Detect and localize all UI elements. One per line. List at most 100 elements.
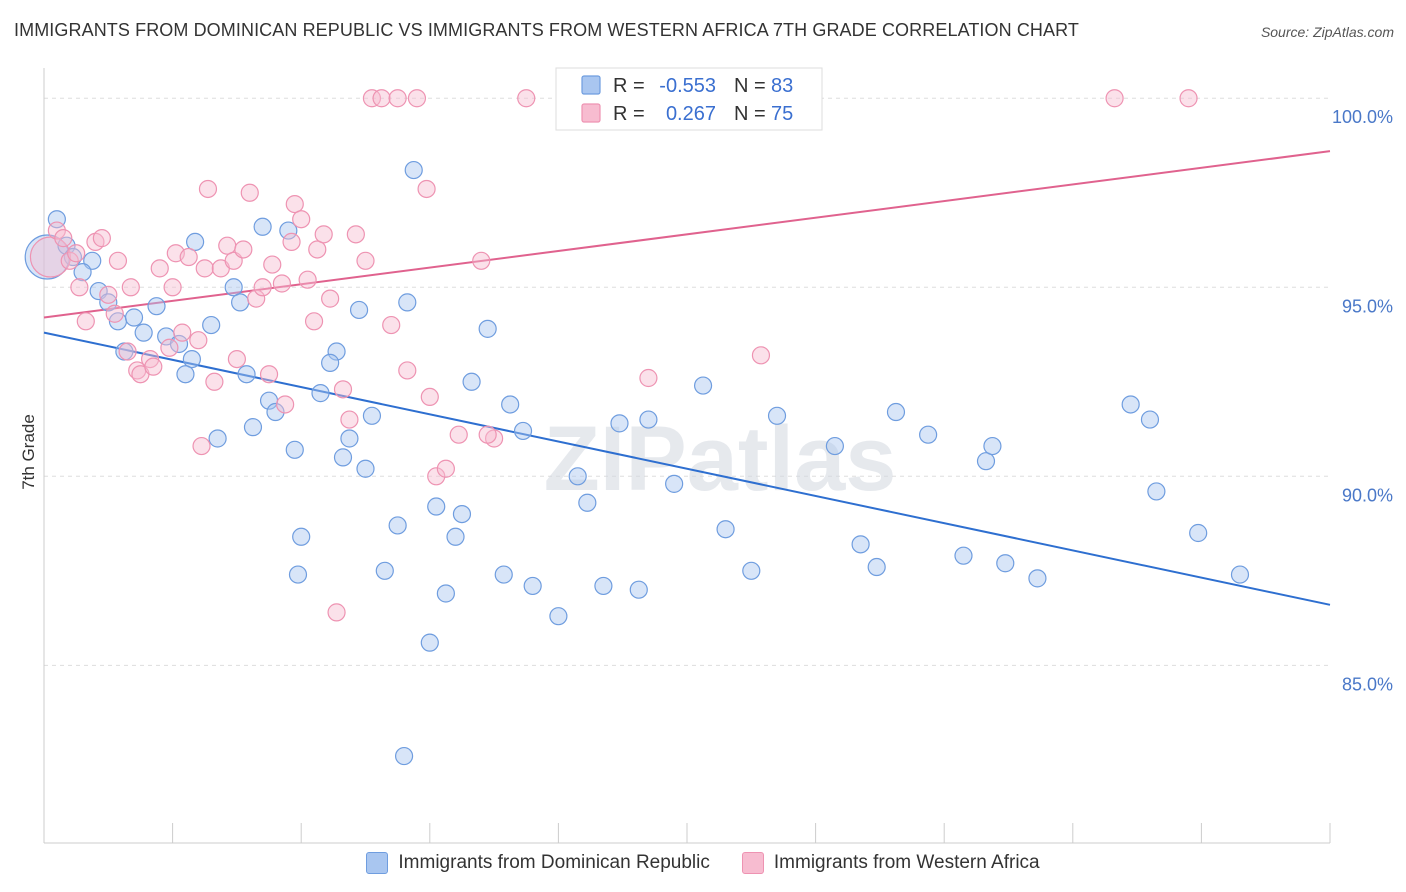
- point-blue-27: [279, 221, 298, 240]
- point-pink-5: [70, 278, 89, 297]
- point-pink-6: [76, 312, 95, 331]
- y-tick-label-0: 85.0%: [1342, 674, 1393, 694]
- point-blue-40: [388, 516, 407, 535]
- point-pink-39: [272, 274, 292, 293]
- point-blue-26: [208, 429, 227, 448]
- point-blue-24: [266, 402, 285, 422]
- point-blue-16: [176, 365, 195, 384]
- point-pink-25: [192, 436, 211, 456]
- point-blue-67: [825, 436, 844, 456]
- gridlines: [44, 97, 1330, 666]
- point-pink-48: [321, 289, 340, 308]
- point-pink-56: [382, 315, 401, 335]
- trend-line-blue: [43, 331, 1331, 606]
- point-blue-52: [501, 395, 520, 414]
- point-blue-15: [182, 349, 201, 369]
- trend-lines: [43, 150, 1331, 606]
- point-blue-68: [851, 535, 870, 554]
- point-pink-64: [449, 425, 468, 444]
- point-blue-19: [224, 278, 243, 297]
- point-blue-50: [478, 319, 497, 338]
- point-blue-58: [594, 576, 613, 596]
- point-blue-78: [1140, 410, 1160, 429]
- point-pink-18: [150, 259, 169, 278]
- point-pink-40: [276, 395, 295, 414]
- point-blue-46: [436, 584, 455, 603]
- legend-n-value-pink: 75: [771, 103, 793, 125]
- point-blue-10: [134, 323, 153, 342]
- point-blue-47: [446, 527, 465, 546]
- point-pink-61: [420, 387, 439, 407]
- point-pink-9: [99, 285, 118, 304]
- point-blue-72: [954, 546, 973, 565]
- point-blue-75: [996, 554, 1015, 573]
- point-blue-43: [394, 746, 414, 766]
- point-blue-48: [452, 504, 472, 524]
- point-pink-19: [160, 338, 179, 357]
- point-pink-0: [29, 236, 72, 278]
- point-blue-18: [186, 232, 205, 252]
- point-pink-22: [173, 323, 192, 342]
- point-blue-65: [742, 561, 761, 580]
- point-pink-49: [327, 603, 346, 622]
- point-blue-71: [919, 425, 938, 444]
- point-blue-77: [1121, 395, 1140, 414]
- legend-n-value-blue: 83: [771, 75, 793, 97]
- point-blue-38: [362, 406, 382, 425]
- legend-item-dominican: Immigrants from Dominican Republic: [366, 852, 710, 874]
- point-blue-22: [253, 217, 272, 236]
- point-blue-74: [983, 436, 1002, 456]
- data-points: [24, 89, 1250, 766]
- point-pink-26: [195, 259, 214, 278]
- point-blue-32: [327, 342, 346, 361]
- watermark: ZIPatlas: [544, 408, 897, 510]
- y-tick-label-1: 90.0%: [1342, 485, 1393, 505]
- point-pink-54: [362, 89, 382, 108]
- point-blue-37: [356, 459, 375, 478]
- point-blue-57: [578, 493, 597, 512]
- point-pink-36: [253, 278, 272, 297]
- point-pink-45: [304, 312, 324, 331]
- point-pink-51: [340, 410, 359, 429]
- point-pink-62: [427, 467, 446, 486]
- legend-n-label-blue: N =: [734, 75, 766, 97]
- point-pink-17: [144, 357, 163, 376]
- point-pink-2: [54, 229, 73, 248]
- point-pink-63: [436, 459, 455, 478]
- point-blue-17: [202, 315, 221, 335]
- point-pink-11: [108, 251, 128, 270]
- point-pink-70: [639, 368, 658, 388]
- point-pink-34: [240, 183, 259, 202]
- point-pink-23: [179, 247, 198, 267]
- legend-swatch-pink: [741, 852, 764, 874]
- point-blue-29: [292, 527, 311, 546]
- point-blue-5: [73, 263, 92, 282]
- point-blue-42: [404, 160, 423, 180]
- point-blue-54: [523, 576, 542, 596]
- point-pink-27: [198, 179, 218, 199]
- point-blue-7: [99, 293, 118, 312]
- point-blue-53: [513, 421, 533, 441]
- series-legend: Immigrants from Dominican Republic Immig…: [0, 852, 1406, 874]
- point-pink-47: [314, 225, 333, 244]
- point-pink-35: [247, 289, 266, 308]
- point-pink-33: [234, 240, 253, 259]
- point-pink-12: [118, 342, 137, 361]
- point-pink-41: [282, 232, 301, 252]
- point-blue-49: [462, 372, 481, 391]
- point-blue-51: [494, 565, 513, 584]
- point-pink-43: [292, 210, 311, 229]
- y-axis-label: 7th Grade: [19, 414, 38, 490]
- point-blue-35: [340, 429, 359, 448]
- point-blue-69: [867, 557, 886, 577]
- point-pink-57: [388, 89, 407, 108]
- point-pink-58: [398, 361, 417, 380]
- point-pink-72: [1105, 89, 1124, 108]
- scatter-chart: ZIPatlas 85.0%90.0%95.0%100.0% 0.0%40.0%…: [19, 67, 1393, 844]
- axes: [43, 68, 1331, 844]
- legend-swatch-pink: [581, 103, 601, 123]
- legend-r-value-pink: 0.267: [666, 103, 716, 125]
- point-pink-52: [346, 225, 365, 244]
- point-blue-79: [1147, 482, 1166, 501]
- point-blue-45: [427, 497, 446, 516]
